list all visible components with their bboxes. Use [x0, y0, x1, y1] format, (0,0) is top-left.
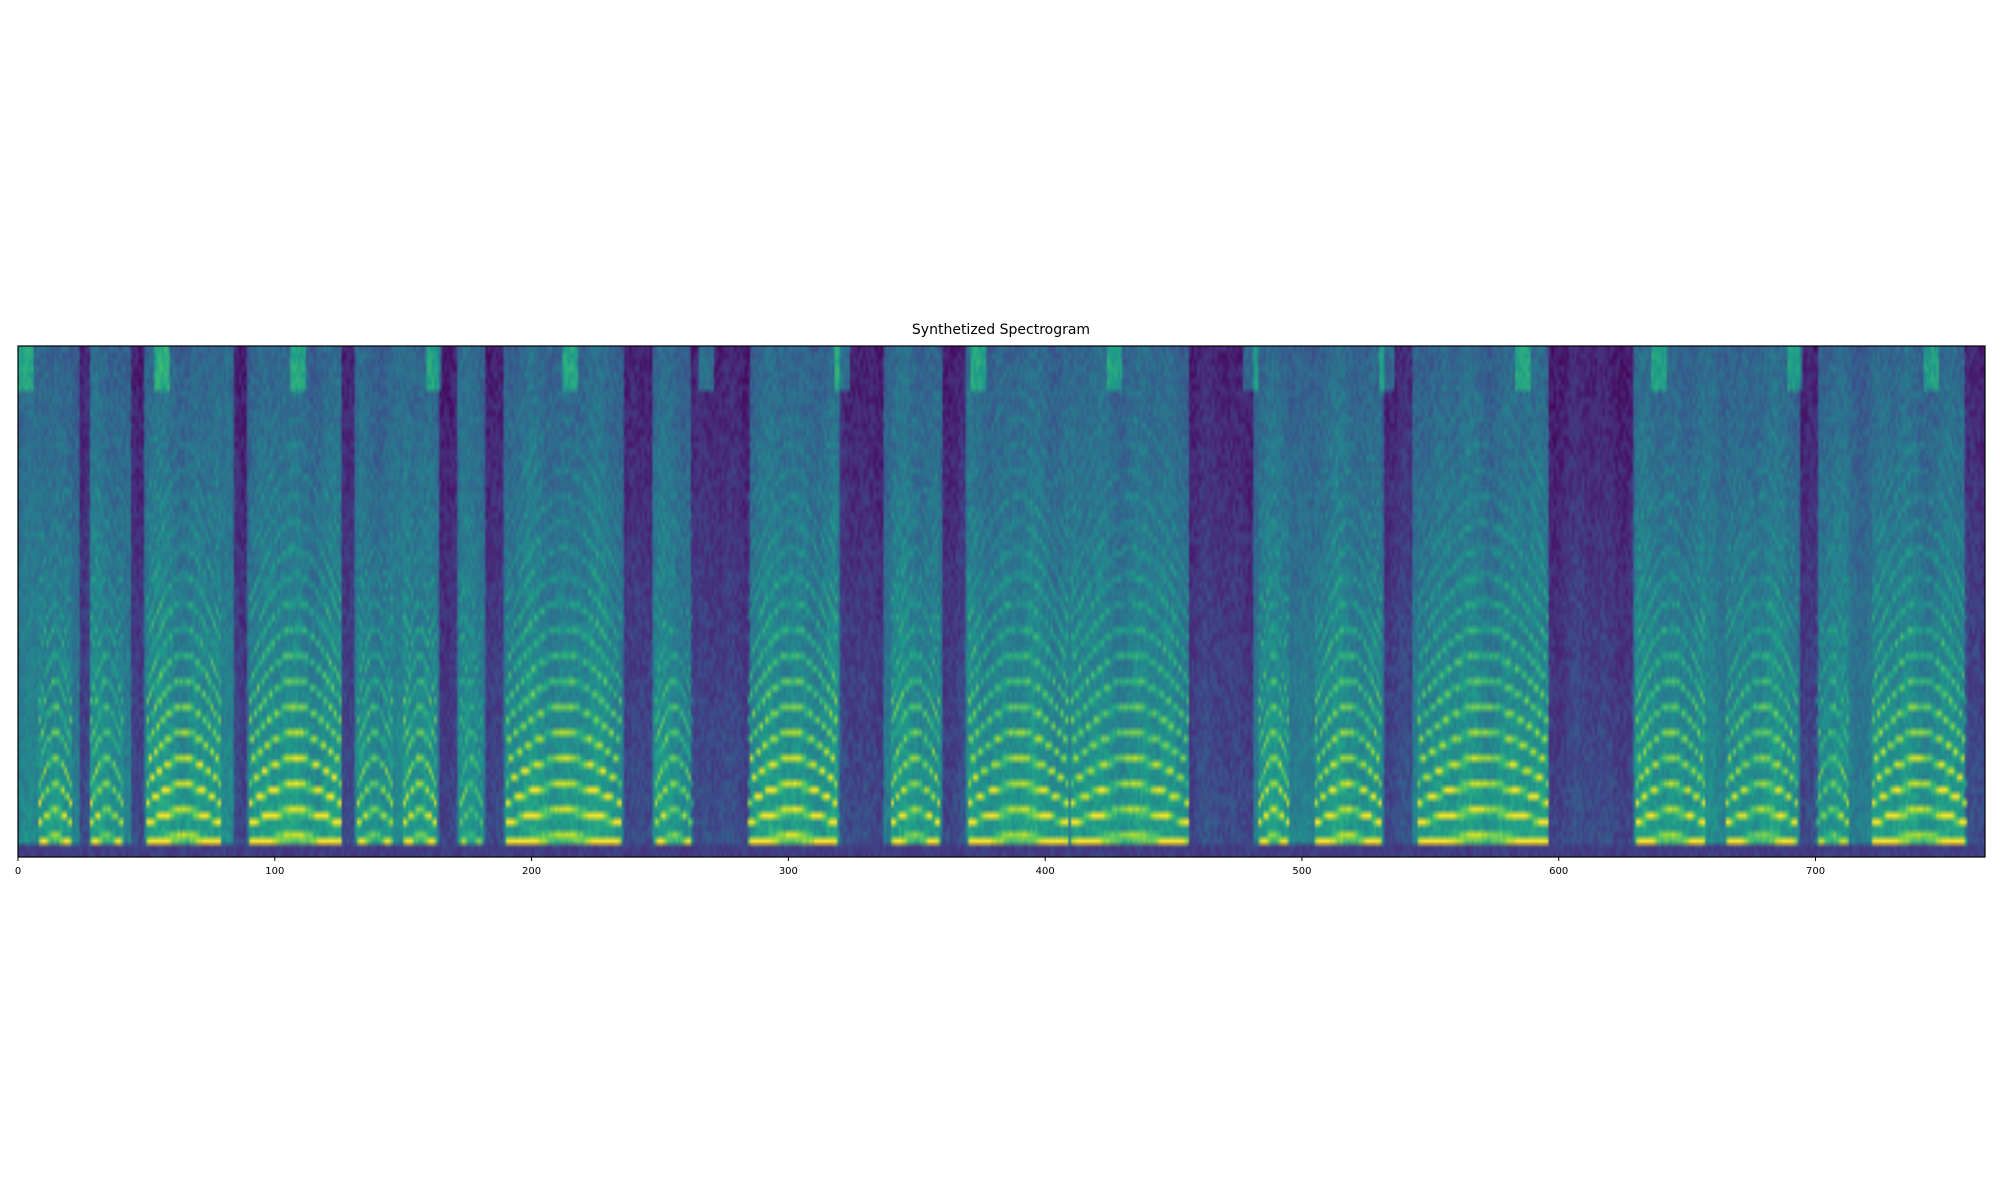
- x-axis: 0 100 200 300 400 500 600 700: [15, 857, 1825, 877]
- x-tick-label-500: 500: [1292, 866, 1311, 877]
- x-tick-label-600: 600: [1549, 866, 1568, 877]
- x-tick-label-400: 400: [1036, 866, 1055, 877]
- x-tick-label-200: 200: [522, 866, 541, 877]
- plot-frame: [17, 345, 1986, 858]
- x-tick-label-0: 0: [15, 866, 21, 877]
- x-tick-label-700: 700: [1806, 866, 1825, 877]
- chart-title: Synthetized Spectrogram: [912, 322, 1090, 338]
- x-tick-label-100: 100: [265, 866, 284, 877]
- x-tick-label-300: 300: [779, 866, 798, 877]
- spectrogram-image: [18, 346, 1985, 857]
- plot-area: [17, 345, 1986, 858]
